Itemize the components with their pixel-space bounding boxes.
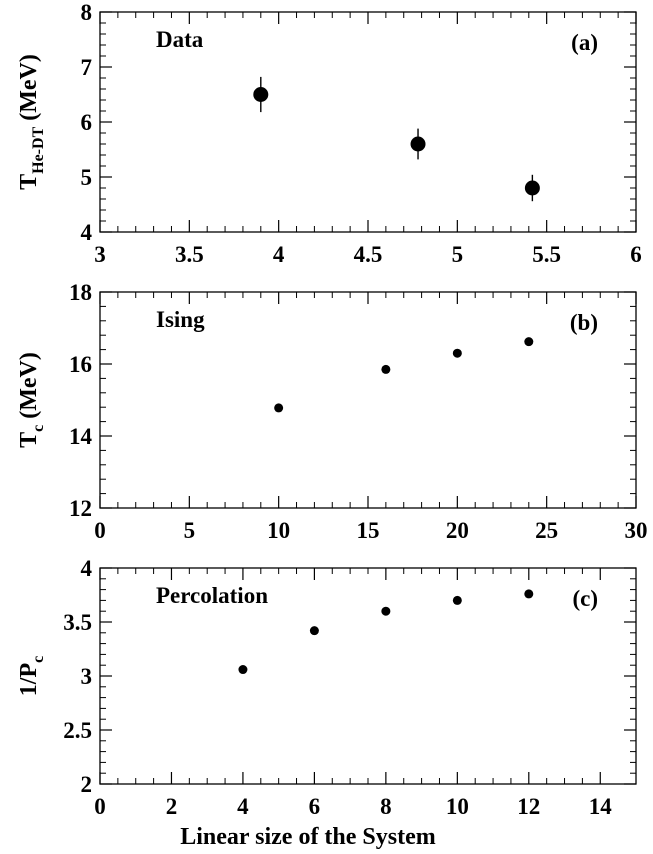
y-axis-label-main: T [16, 432, 42, 448]
panel-tag: (a) [571, 30, 598, 55]
panel-tag: (b) [570, 310, 598, 335]
panel-label: Ising [156, 307, 205, 332]
y-tick-label: 3 [81, 664, 93, 689]
y-tick-label: 4 [81, 556, 93, 581]
y-tick-label: 3.5 [63, 610, 92, 635]
y-axis-label: 1/Pc [16, 656, 47, 696]
data-point [452, 595, 462, 605]
y-tick-label: 4 [81, 220, 93, 245]
x-tick-label: 5.5 [532, 242, 561, 267]
data-point [381, 606, 391, 616]
y-tick-label: 2 [81, 772, 93, 797]
data-point [410, 136, 426, 152]
x-tick-label: 5 [184, 518, 196, 543]
y-axis-label-unit: (MeV) [16, 352, 42, 425]
x-tick-label: 25 [535, 518, 558, 543]
data-point [524, 589, 534, 599]
y-axis-label-subscript: c [30, 425, 47, 432]
panel-label: Data [156, 27, 204, 52]
x-tick-label: 30 [625, 518, 648, 543]
y-axis-label: THe-DT (MeV) [16, 54, 47, 190]
y-tick-label: 7 [81, 55, 93, 80]
y-tick-label: 16 [69, 352, 92, 377]
y-axis-label-unit: (MeV) [16, 54, 42, 127]
y-tick-label: 2.5 [63, 718, 92, 743]
x-tick-label: 2 [166, 794, 178, 819]
data-point [309, 626, 319, 636]
data-point [253, 87, 269, 102]
y-tick-label: 14 [69, 424, 93, 449]
y-axis-label-subscript: He-DT [30, 126, 47, 173]
x-tick-label: 20 [446, 518, 469, 543]
data-point [524, 337, 534, 347]
x-tick-label: 4 [237, 794, 249, 819]
x-tick-label: 8 [380, 794, 392, 819]
x-tick-label: 4 [273, 242, 285, 267]
x-tick-label: 12 [517, 794, 540, 819]
y-axis-label-subscript: c [30, 656, 47, 663]
x-axis-label: Linear size of the System [180, 824, 436, 850]
x-tick-label: 3 [94, 242, 106, 267]
panel-b: 0 5 10 15 20 25 30 12 14 16 18 Ising (b) Tc (MeV) [16, 280, 648, 543]
panel-a: 3 3.5 4 4.5 5 5.5 6 4 5 6 7 8 Data (a) THe-DT (MeV) [16, 0, 642, 267]
x-tick-label: 4.5 [354, 242, 383, 267]
x-tick-label: 10 [446, 794, 469, 819]
data-point [524, 180, 540, 196]
y-axis-label-main: T [16, 174, 42, 190]
data-point [238, 665, 248, 675]
y-tick-label: 6 [81, 110, 93, 135]
x-tick-label: 0 [94, 518, 106, 543]
y-tick-label: 12 [69, 496, 92, 521]
x-tick-label: 5 [452, 242, 464, 267]
x-tick-label: 10 [267, 518, 290, 543]
panel-label: Percolation [156, 583, 268, 608]
data-point [381, 364, 391, 374]
data-point [274, 403, 284, 413]
x-tick-label: 6 [309, 794, 321, 819]
data-point [452, 348, 462, 358]
y-tick-label: 5 [81, 165, 93, 190]
y-tick-label: 18 [69, 280, 92, 305]
panel-tag: (c) [572, 586, 598, 611]
y-tick-label: 8 [81, 0, 93, 25]
y-axis-label-main: 1/P [16, 663, 42, 696]
y-axis-label: Tc (MeV) [16, 352, 47, 448]
x-tick-label: 3.5 [175, 242, 204, 267]
x-tick-label: 6 [630, 242, 642, 267]
x-tick-label: 15 [357, 518, 380, 543]
x-tick-label: 0 [94, 794, 106, 819]
x-tick-label: 14 [589, 794, 613, 819]
